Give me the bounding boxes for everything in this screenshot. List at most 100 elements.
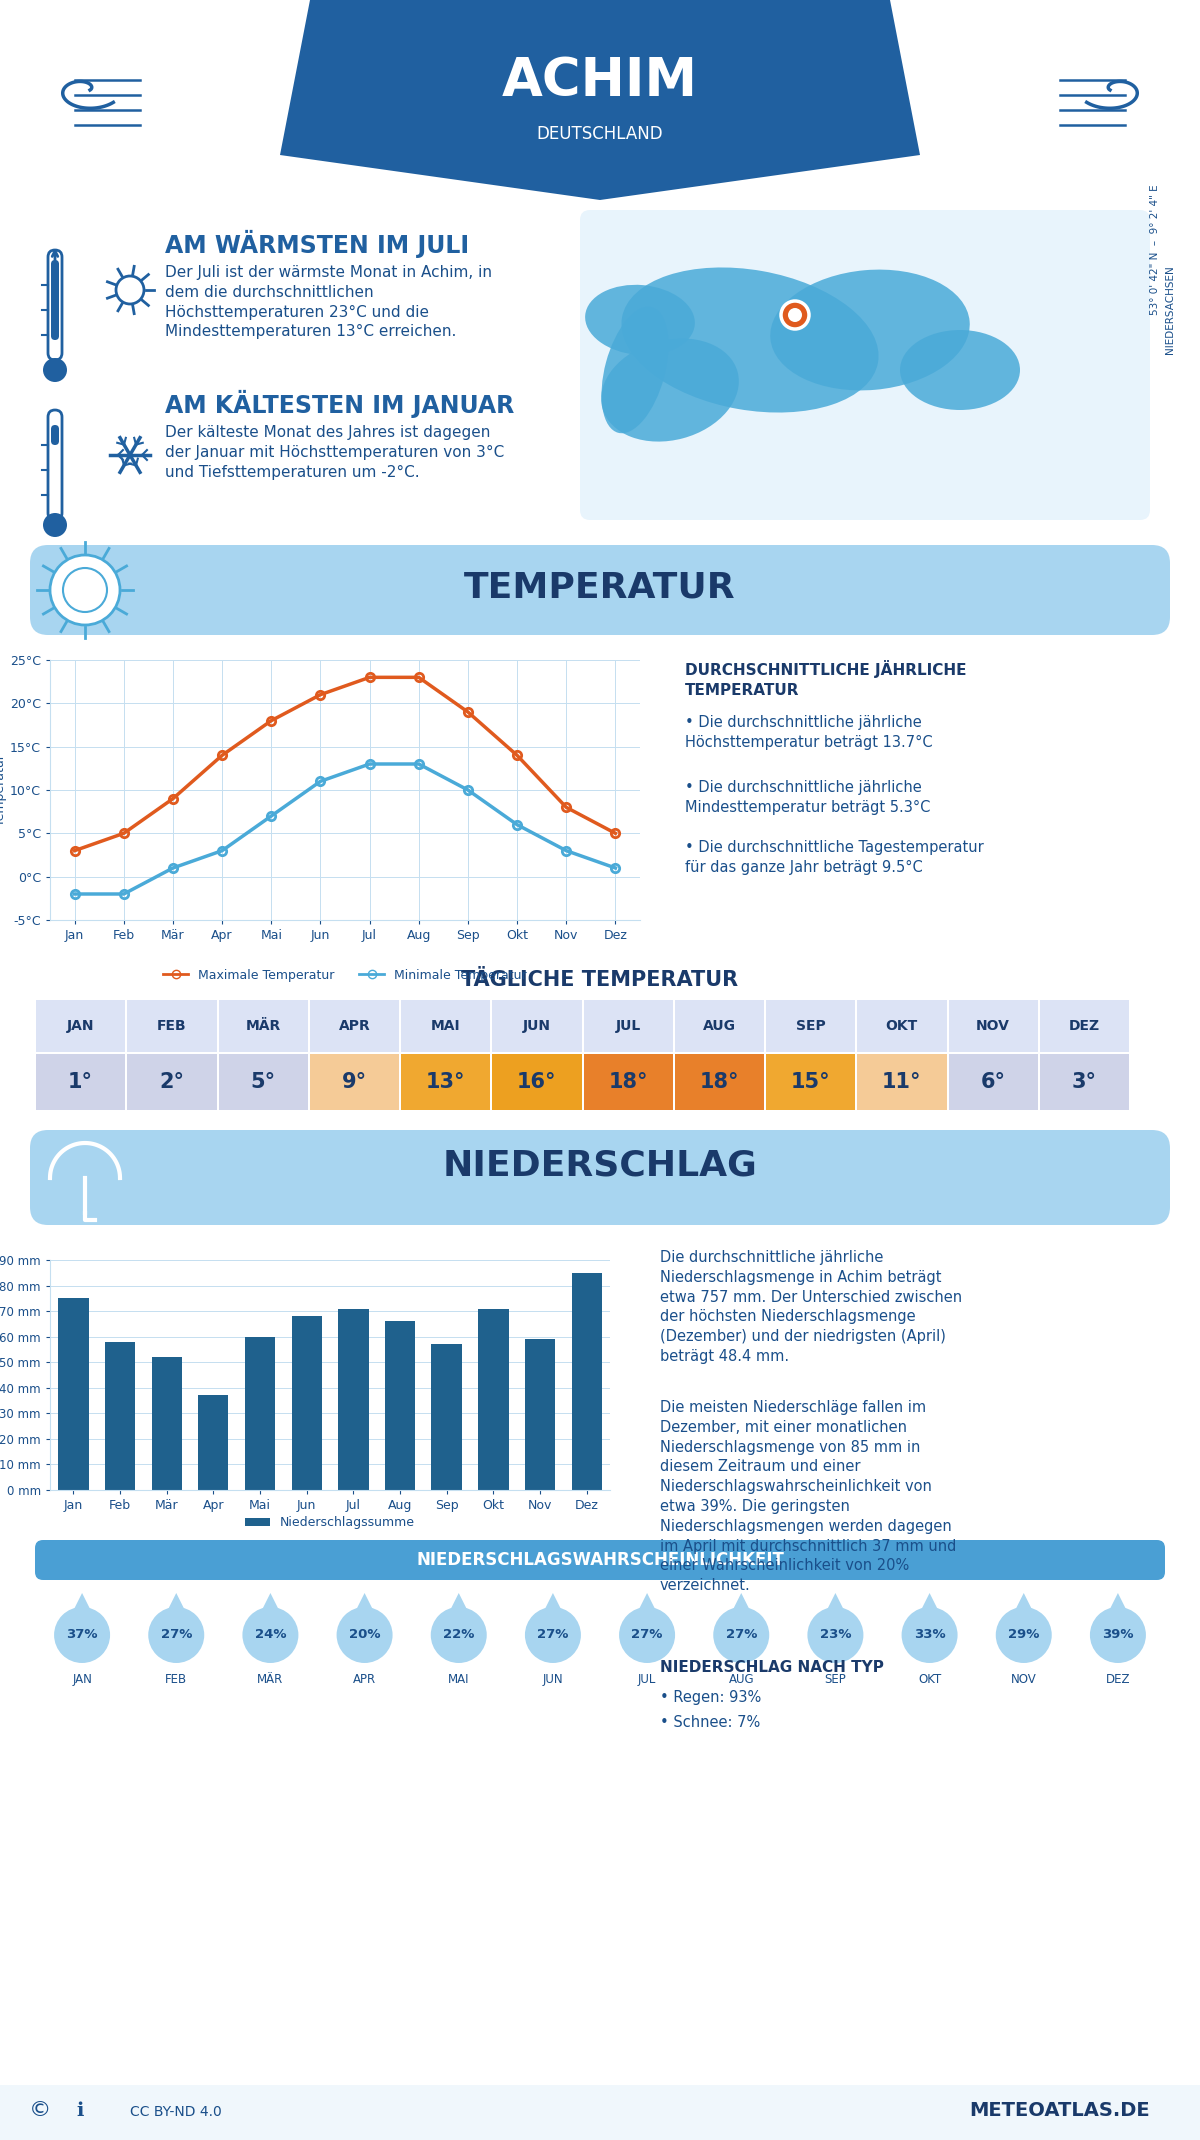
Ellipse shape	[601, 338, 739, 441]
Bar	[432, 1344, 462, 1489]
Circle shape	[781, 302, 809, 330]
FancyBboxPatch shape	[35, 1541, 1165, 1579]
Bar	[1039, 1055, 1129, 1111]
Circle shape	[901, 1607, 958, 1663]
Bar	[36, 1055, 125, 1111]
Circle shape	[64, 567, 107, 612]
Bar	[478, 1308, 509, 1489]
Text: 24%: 24%	[254, 1629, 286, 1641]
Text: JAN: JAN	[72, 1673, 92, 1686]
Circle shape	[788, 308, 802, 321]
Text: • Die durchschnittliche Tagestemperatur
für das ganze Jahr beträgt 9.5°C: • Die durchschnittliche Tagestemperatur …	[685, 841, 984, 875]
Bar	[127, 999, 216, 1053]
Text: OKT: OKT	[918, 1673, 941, 1686]
Polygon shape	[65, 1592, 98, 1626]
Bar	[492, 1055, 582, 1111]
Text: 16°: 16°	[517, 1072, 557, 1091]
FancyBboxPatch shape	[50, 426, 59, 445]
Text: NIEDERSCHLAG NACH TYP: NIEDERSCHLAG NACH TYP	[660, 1661, 884, 1676]
Circle shape	[50, 554, 120, 625]
Polygon shape	[253, 1592, 287, 1626]
Text: JUL: JUL	[638, 1673, 656, 1686]
Text: 29%: 29%	[1008, 1629, 1039, 1641]
Text: TÄGLICHE TEMPERATUR: TÄGLICHE TEMPERATUR	[462, 969, 738, 991]
Text: 6°: 6°	[980, 1072, 1006, 1091]
Text: AM KÄLTESTEN IM JANUAR: AM KÄLTESTEN IM JANUAR	[166, 389, 515, 417]
FancyBboxPatch shape	[30, 1130, 1170, 1224]
Ellipse shape	[586, 285, 695, 355]
Text: 5°: 5°	[251, 1072, 276, 1091]
Ellipse shape	[770, 270, 970, 389]
Text: ℹ: ℹ	[77, 2101, 84, 2119]
Bar	[104, 1342, 136, 1489]
Bar	[492, 999, 582, 1053]
Bar	[0, 0, 1200, 199]
Bar	[524, 1340, 556, 1489]
Text: CC BY-ND 4.0: CC BY-ND 4.0	[130, 2106, 222, 2119]
Text: TEMPERATUR: TEMPERATUR	[464, 569, 736, 603]
Polygon shape	[913, 1592, 947, 1626]
Circle shape	[1090, 1607, 1146, 1663]
Bar	[766, 999, 856, 1053]
Bar	[674, 999, 764, 1053]
Polygon shape	[160, 1592, 193, 1626]
Text: 27%: 27%	[161, 1629, 192, 1641]
FancyBboxPatch shape	[50, 259, 59, 340]
Bar	[310, 999, 398, 1053]
Text: JAN: JAN	[67, 1019, 95, 1034]
Bar	[571, 1273, 602, 1489]
Circle shape	[242, 1607, 299, 1663]
Text: 11°: 11°	[882, 1072, 922, 1091]
Text: 1°: 1°	[68, 1072, 94, 1091]
Text: 2°: 2°	[160, 1072, 185, 1091]
Text: 3°: 3°	[1072, 1072, 1097, 1091]
Text: DURCHSCHNITTLICHE JÄHRLICHE
TEMPERATUR: DURCHSCHNITTLICHE JÄHRLICHE TEMPERATUR	[685, 659, 966, 698]
Bar	[245, 1338, 275, 1489]
Bar	[401, 1055, 491, 1111]
Bar	[857, 1055, 947, 1111]
Text: NOV: NOV	[1010, 1673, 1037, 1686]
Text: JUN: JUN	[523, 1019, 551, 1034]
Text: Der Juli ist der wärmste Monat in Achim, in
dem die durchschnittlichen
Höchsttem: Der Juli ist der wärmste Monat in Achim,…	[166, 265, 492, 340]
Polygon shape	[818, 1592, 852, 1626]
Polygon shape	[280, 0, 920, 199]
Text: OKT: OKT	[886, 1019, 918, 1034]
Text: DEUTSCHLAND: DEUTSCHLAND	[536, 124, 664, 143]
Bar	[401, 999, 491, 1053]
Text: SEP: SEP	[824, 1673, 846, 1686]
Text: 27%: 27%	[631, 1629, 662, 1641]
Circle shape	[336, 1607, 392, 1663]
Text: METEOATLAS.DE: METEOATLAS.DE	[970, 2101, 1150, 2119]
Polygon shape	[725, 1592, 758, 1626]
Bar	[0, 2084, 1200, 2140]
Circle shape	[43, 357, 67, 383]
Text: APR: APR	[338, 1019, 371, 1034]
Text: NIEDERSACHSEN: NIEDERSACHSEN	[1165, 265, 1175, 355]
Bar	[36, 999, 125, 1053]
Bar	[583, 999, 673, 1053]
Legend: Niederschlagssumme: Niederschlagssumme	[240, 1511, 420, 1534]
Text: AUG: AUG	[703, 1019, 736, 1034]
Text: • Die durchschnittliche jährliche
Mindesttemperatur beträgt 5.3°C: • Die durchschnittliche jährliche Mindes…	[685, 779, 930, 815]
Bar	[857, 999, 947, 1053]
Text: AUG: AUG	[728, 1673, 754, 1686]
Legend: Maximale Temperatur, Minimale Temperatur: Maximale Temperatur, Minimale Temperatur	[158, 963, 532, 987]
Circle shape	[619, 1607, 676, 1663]
Text: 18°: 18°	[700, 1072, 739, 1091]
Bar	[583, 1055, 673, 1111]
Text: Die durchschnittliche jährliche
Niederschlagsmenge in Achim beträgt
etwa 757 mm.: Die durchschnittliche jährliche Niedersc…	[660, 1250, 962, 1363]
Bar	[948, 999, 1038, 1053]
Polygon shape	[1007, 1592, 1040, 1626]
Bar	[198, 1395, 228, 1489]
Bar	[1039, 999, 1129, 1053]
Circle shape	[43, 514, 67, 537]
Text: 27%: 27%	[726, 1629, 757, 1641]
Circle shape	[431, 1607, 487, 1663]
Text: 15°: 15°	[791, 1072, 830, 1091]
Bar	[338, 1308, 368, 1489]
Text: 53° 0' 42" N  –  9° 2' 4" E: 53° 0' 42" N – 9° 2' 4" E	[1150, 184, 1160, 315]
Text: NIEDERSCHLAGSWAHRSCHEINLICHKEIT: NIEDERSCHLAGSWAHRSCHEINLICHKEIT	[416, 1552, 784, 1569]
Ellipse shape	[601, 306, 668, 432]
Text: DEZ: DEZ	[1069, 1019, 1100, 1034]
Text: 39%: 39%	[1102, 1629, 1134, 1641]
